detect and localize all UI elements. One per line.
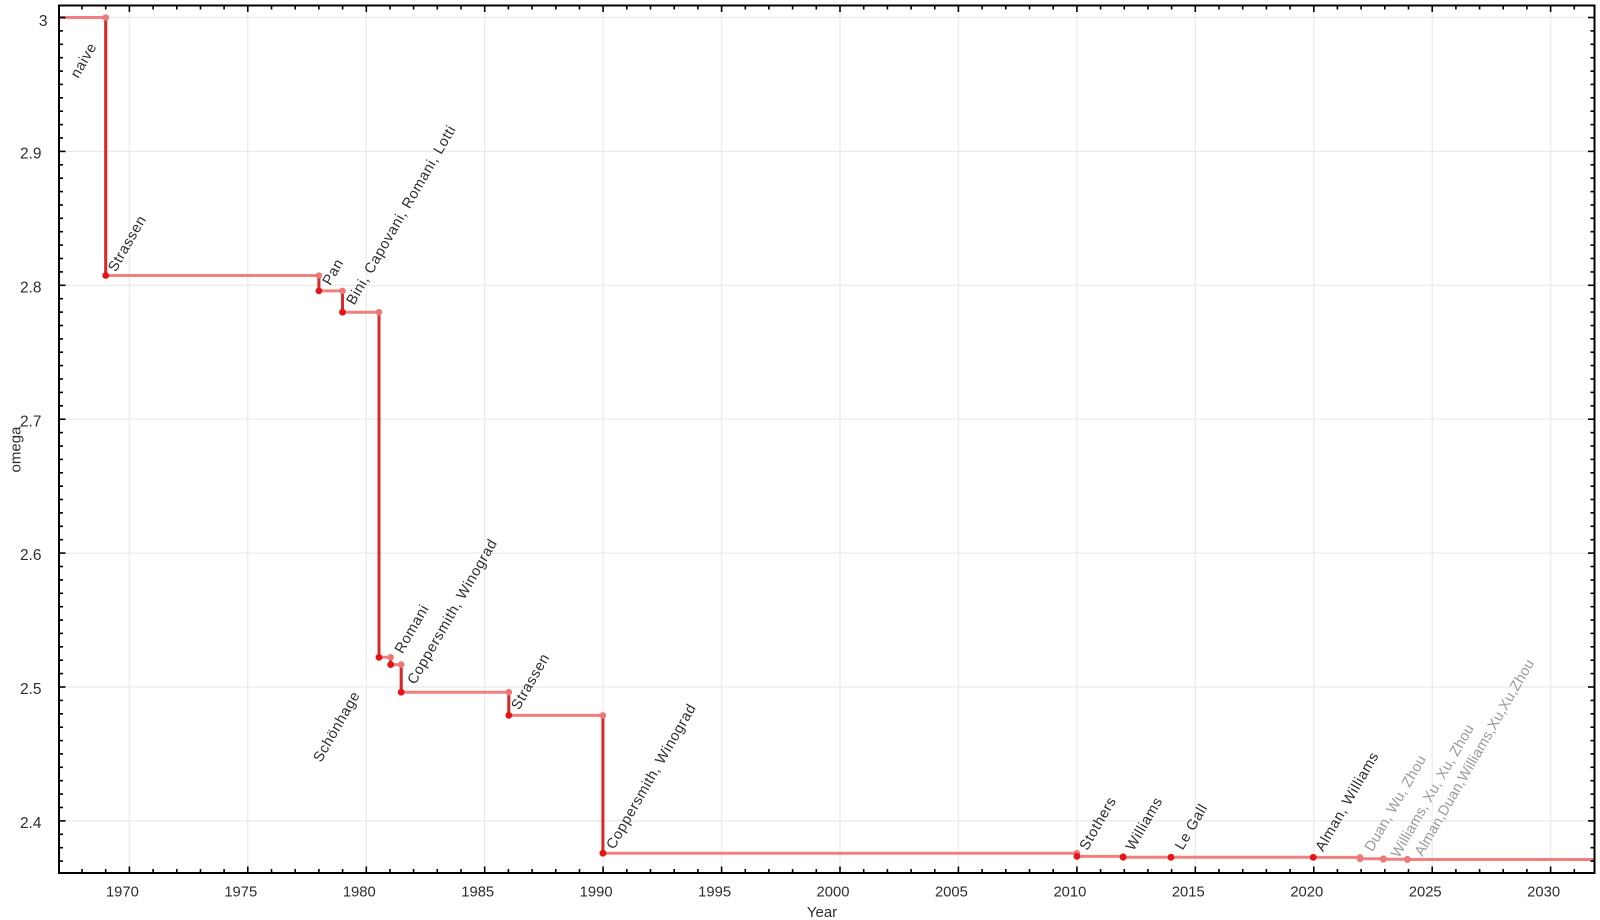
svg-text:2.5: 2.5 [20,681,42,698]
svg-text:2005: 2005 [935,884,968,900]
svg-text:1985: 1985 [461,884,494,900]
svg-text:1990: 1990 [580,884,613,900]
svg-text:Year: Year [807,904,837,920]
svg-text:omega: omega [8,426,25,473]
svg-text:2020: 2020 [1290,884,1323,900]
svg-text:1980: 1980 [343,884,376,900]
svg-text:1975: 1975 [224,884,257,900]
svg-text:2.8: 2.8 [20,279,42,296]
svg-text:1995: 1995 [698,884,731,900]
svg-text:2015: 2015 [1172,884,1205,900]
svg-text:2.6: 2.6 [20,547,42,564]
svg-text:1970: 1970 [106,884,139,900]
svg-text:2.7: 2.7 [20,413,42,430]
svg-text:2025: 2025 [1409,884,1442,900]
svg-text:3: 3 [39,13,48,30]
svg-text:2010: 2010 [1053,884,1086,900]
svg-text:2.4: 2.4 [20,815,42,832]
svg-text:2.9: 2.9 [20,146,42,163]
svg-text:2000: 2000 [817,884,850,900]
svg-text:2030: 2030 [1527,884,1560,900]
